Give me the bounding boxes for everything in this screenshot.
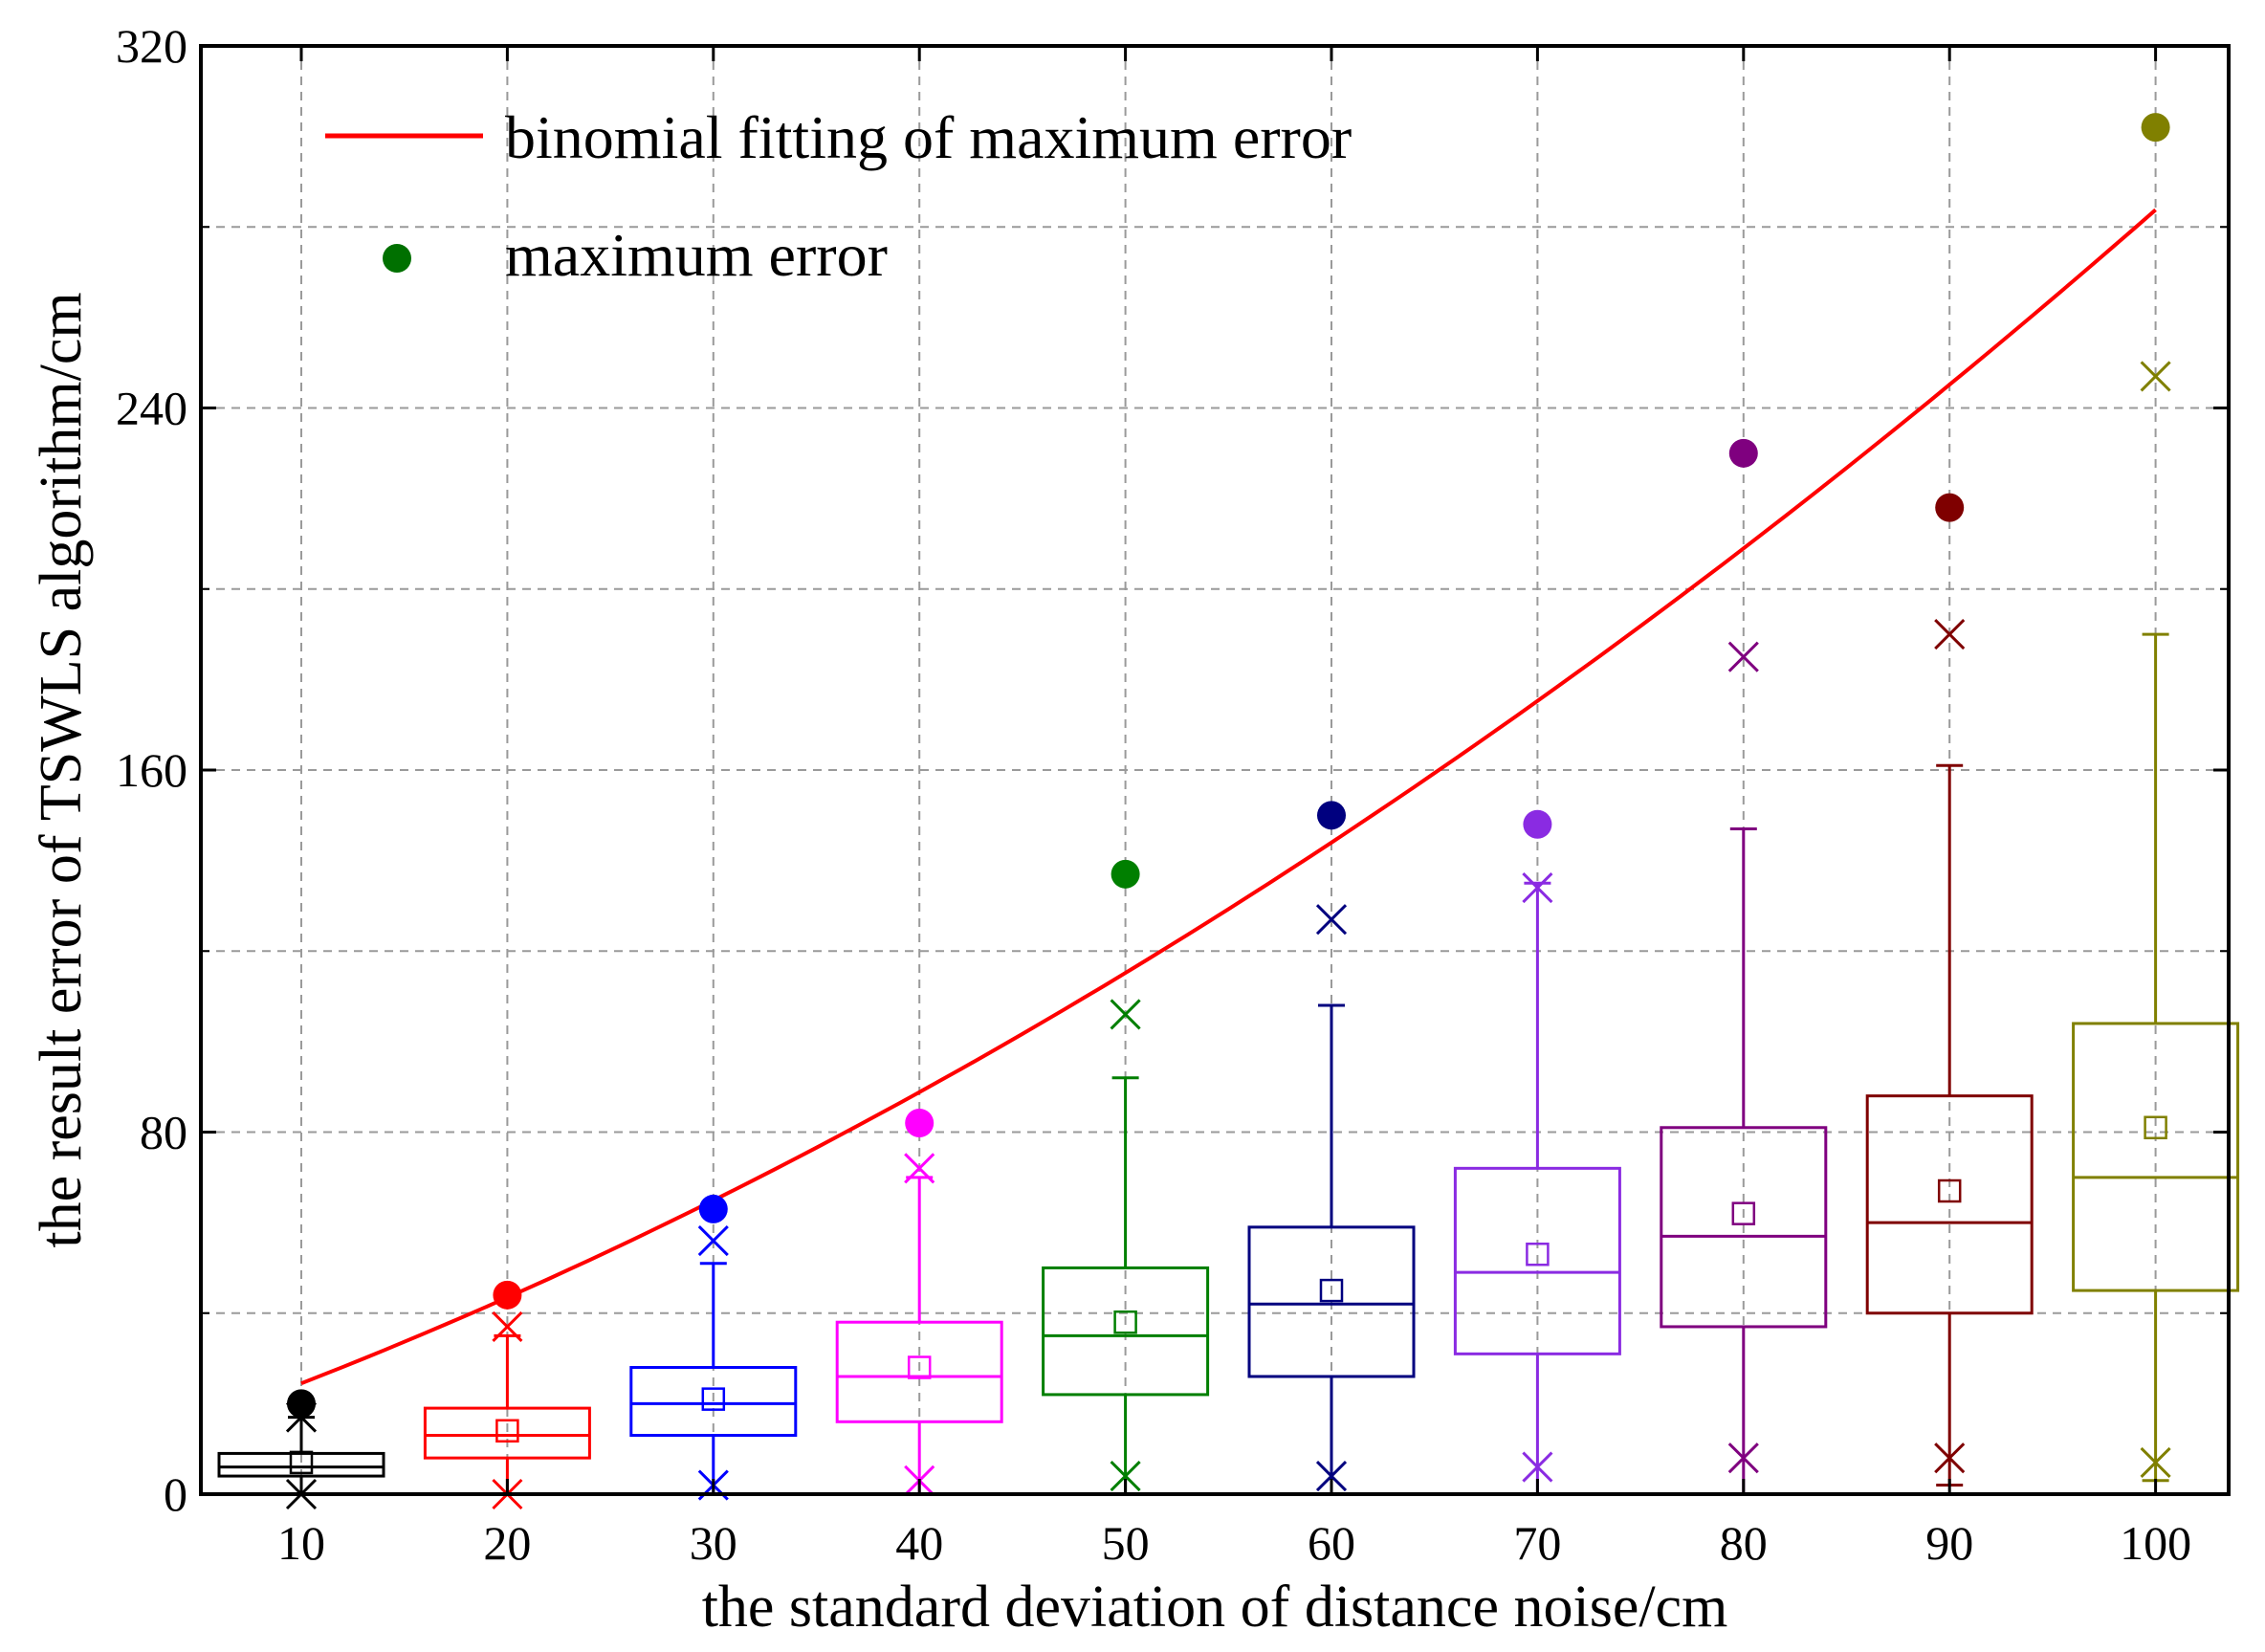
- x-tick-label: 90: [1925, 1516, 1973, 1570]
- x-marker-high: [1934, 619, 1966, 650]
- x-marker-high: [1727, 641, 1759, 672]
- box-group-100: [2072, 361, 2240, 1483]
- box-mean-marker: [1937, 1178, 1962, 1203]
- x-marker-high: [492, 1311, 523, 1343]
- x-marker-low: [1522, 1451, 1553, 1483]
- x-tick-label: 80: [1720, 1516, 1768, 1570]
- y-tick-label: 0: [164, 1467, 187, 1521]
- box-mean-marker: [907, 1355, 932, 1379]
- box-iqr: [835, 1320, 1003, 1423]
- x-marker-high: [2140, 361, 2171, 392]
- x-tick-label: 20: [483, 1516, 531, 1570]
- x-tick-label: 70: [1513, 1516, 1561, 1570]
- x-tick-label: 100: [2120, 1516, 2191, 1570]
- fit-curve-layer: [300, 208, 2157, 1386]
- max-error-point-90: [1935, 493, 1965, 522]
- max-points-layer: [287, 113, 2170, 1419]
- box-mean-marker: [1526, 1242, 1550, 1267]
- box-group-60: [1247, 904, 1416, 1496]
- box-mean-marker: [2144, 1115, 2167, 1140]
- legend-dot-swatch: [383, 244, 411, 273]
- x-marker-high: [1315, 904, 1348, 936]
- box-group-40: [835, 1153, 1003, 1496]
- x-tick-label: 40: [895, 1516, 943, 1570]
- max-error-point-70: [1523, 809, 1552, 839]
- box-group-90: [1865, 619, 2034, 1487]
- x-marker-low: [1110, 1461, 1141, 1492]
- x-marker-high: [1522, 871, 1553, 904]
- x-tick-label: 10: [277, 1516, 325, 1570]
- box-group-80: [1660, 641, 1828, 1496]
- box-iqr: [1660, 1126, 1828, 1329]
- x-axis-title: the standard deviation of distance noise…: [702, 1575, 1728, 1640]
- max-error-point-40: [905, 1109, 935, 1138]
- boxes-layer: [217, 361, 2240, 1510]
- box-group-30: [629, 1224, 798, 1501]
- x-tick-label: 50: [1102, 1516, 1150, 1570]
- x-marker-low: [1727, 1443, 1759, 1474]
- box-iqr: [2072, 1022, 2240, 1292]
- legend: binomial fitting of maximum error maximu…: [325, 103, 1352, 289]
- x-marker-low: [1315, 1461, 1348, 1492]
- x-marker-high: [1110, 999, 1141, 1030]
- max-error-point-10: [287, 1389, 316, 1419]
- box-mean-marker: [1731, 1201, 1756, 1225]
- box-iqr: [1865, 1094, 2034, 1315]
- max-error-point-20: [493, 1280, 522, 1310]
- box-iqr: [1453, 1166, 1621, 1355]
- box-mean-marker: [289, 1450, 314, 1475]
- box-mean-marker: [495, 1419, 519, 1443]
- box-iqr: [423, 1406, 591, 1460]
- x-marker-low: [2140, 1446, 2171, 1478]
- box-iqr: [1247, 1225, 1416, 1378]
- box-mean-marker: [701, 1387, 726, 1411]
- x-marker-low: [1934, 1443, 1966, 1474]
- box-mean-marker: [1319, 1278, 1344, 1303]
- max-error-point-60: [1317, 801, 1346, 830]
- box-iqr: [629, 1366, 798, 1437]
- max-error-point-30: [698, 1194, 728, 1223]
- box-iqr: [1042, 1266, 1210, 1397]
- axis-ticks: 0 80 160 240 320 10 20 30 40 50 60 70 80 90 100: [116, 19, 2229, 1570]
- legend-fit-label: binomial fitting of maximum error: [505, 103, 1352, 171]
- y-axis-title: the result error of TSWLS algorithm/cm: [29, 292, 94, 1247]
- max-error-point-100: [2141, 113, 2170, 143]
- x-tick-label: 30: [690, 1516, 737, 1570]
- max-error-point-50: [1111, 859, 1140, 889]
- y-tick-label: 320: [116, 19, 187, 73]
- max-error-point-80: [1728, 438, 1758, 468]
- x-marker-high: [904, 1153, 935, 1184]
- x-marker-high: [697, 1224, 729, 1257]
- x-tick-label: 60: [1308, 1516, 1355, 1570]
- legend-max-label: maximum error: [505, 221, 888, 289]
- y-tick-label: 80: [140, 1106, 187, 1159]
- y-tick-label: 160: [116, 743, 187, 797]
- fit-curve-line: [300, 208, 2157, 1386]
- y-tick-label: 240: [116, 382, 187, 435]
- box-mean-marker: [1113, 1310, 1137, 1334]
- box-iqr: [217, 1451, 385, 1478]
